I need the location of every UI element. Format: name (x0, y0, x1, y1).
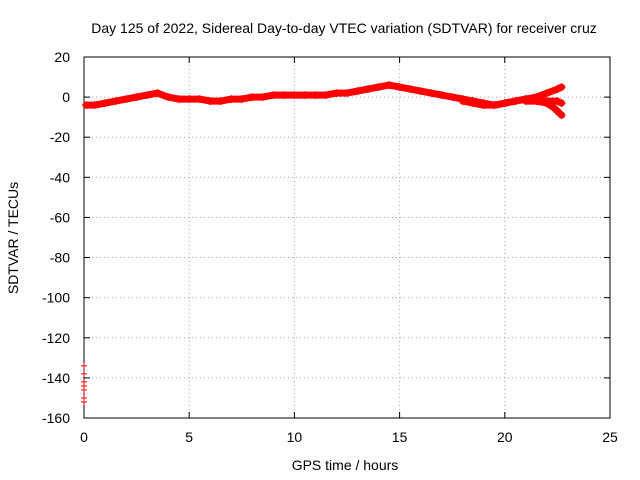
data-point (416, 87, 425, 96)
data-point (237, 95, 246, 104)
y-tick-label: -140 (42, 370, 70, 386)
y-tick-label: -20 (50, 129, 70, 145)
x-tick-label: 20 (497, 429, 513, 445)
data-point (374, 83, 383, 92)
data-point (469, 99, 478, 108)
chart-title: Day 125 of 2022, Sidereal Day-to-day VTE… (91, 20, 597, 36)
data-point (406, 85, 415, 94)
plot-frame (83, 56, 611, 419)
data-point (553, 85, 562, 94)
x-tick-label: 15 (392, 429, 408, 445)
data-point (216, 97, 225, 106)
y-tick-label: -100 (42, 290, 70, 306)
y-tick-label: 20 (54, 49, 70, 65)
data-point (311, 91, 320, 100)
data-point (321, 91, 330, 100)
data-point (143, 91, 152, 100)
data-point (185, 95, 194, 104)
data-point (364, 85, 373, 94)
y-tick-label: 0 (62, 89, 70, 105)
data-point (81, 370, 87, 377)
data-point (521, 97, 530, 106)
data-point (111, 97, 120, 106)
grid-lines (84, 57, 610, 418)
data-point (437, 91, 446, 100)
data-point (511, 97, 520, 106)
data-point (427, 89, 436, 98)
data-point (195, 95, 204, 104)
data-point (557, 83, 566, 92)
data-point (81, 386, 87, 393)
y-tick-label: -40 (50, 169, 70, 185)
data-point (248, 93, 257, 102)
data-point (81, 398, 87, 405)
data-point (332, 89, 341, 98)
data-point (290, 91, 299, 100)
data-point (500, 99, 509, 108)
data-point (269, 91, 278, 100)
data-point (279, 91, 288, 100)
data-point (532, 97, 541, 106)
data-point (206, 97, 215, 106)
data-point (385, 81, 394, 90)
data-point (542, 97, 551, 106)
data-point (227, 95, 236, 104)
data-point (553, 97, 562, 106)
data-point (164, 93, 173, 102)
axis-ticks: 0 5 10 15 20 25 -160 -140 -120 -100 -80 -60 -40 -20 0 2… (42, 49, 618, 445)
data-point (458, 97, 467, 106)
data-point (132, 93, 141, 102)
series-3 (81, 362, 87, 405)
data-point (490, 101, 499, 110)
data-point (90, 101, 99, 110)
x-tick-label: 25 (602, 429, 618, 445)
data-point (300, 91, 309, 100)
data-point (395, 83, 404, 92)
data-series (81, 81, 566, 405)
data-point (174, 95, 183, 104)
data-point (122, 95, 131, 104)
data-point (557, 111, 566, 120)
x-axis-title: GPS time / hours (292, 457, 399, 473)
x-tick-label: 10 (287, 429, 303, 445)
x-tick-label: 5 (185, 429, 193, 445)
data-point (553, 107, 562, 116)
data-point (479, 101, 488, 110)
y-axis-title: SDTVAR / TECUs (5, 182, 21, 294)
data-point (343, 89, 351, 98)
data-point (353, 87, 362, 96)
data-point (557, 99, 566, 108)
y-tick-label: -160 (42, 410, 70, 426)
data-point (101, 99, 110, 108)
series-2 (521, 97, 566, 108)
x-tick-label: 0 (80, 429, 88, 445)
data-point (81, 362, 87, 369)
data-point (82, 101, 91, 110)
y-tick-label: -80 (50, 250, 70, 266)
data-point (258, 93, 267, 102)
y-tick-label: -60 (50, 209, 70, 225)
y-tick-label: -120 (42, 330, 70, 346)
data-point (153, 89, 162, 98)
data-point (542, 89, 551, 98)
data-point (448, 93, 457, 102)
